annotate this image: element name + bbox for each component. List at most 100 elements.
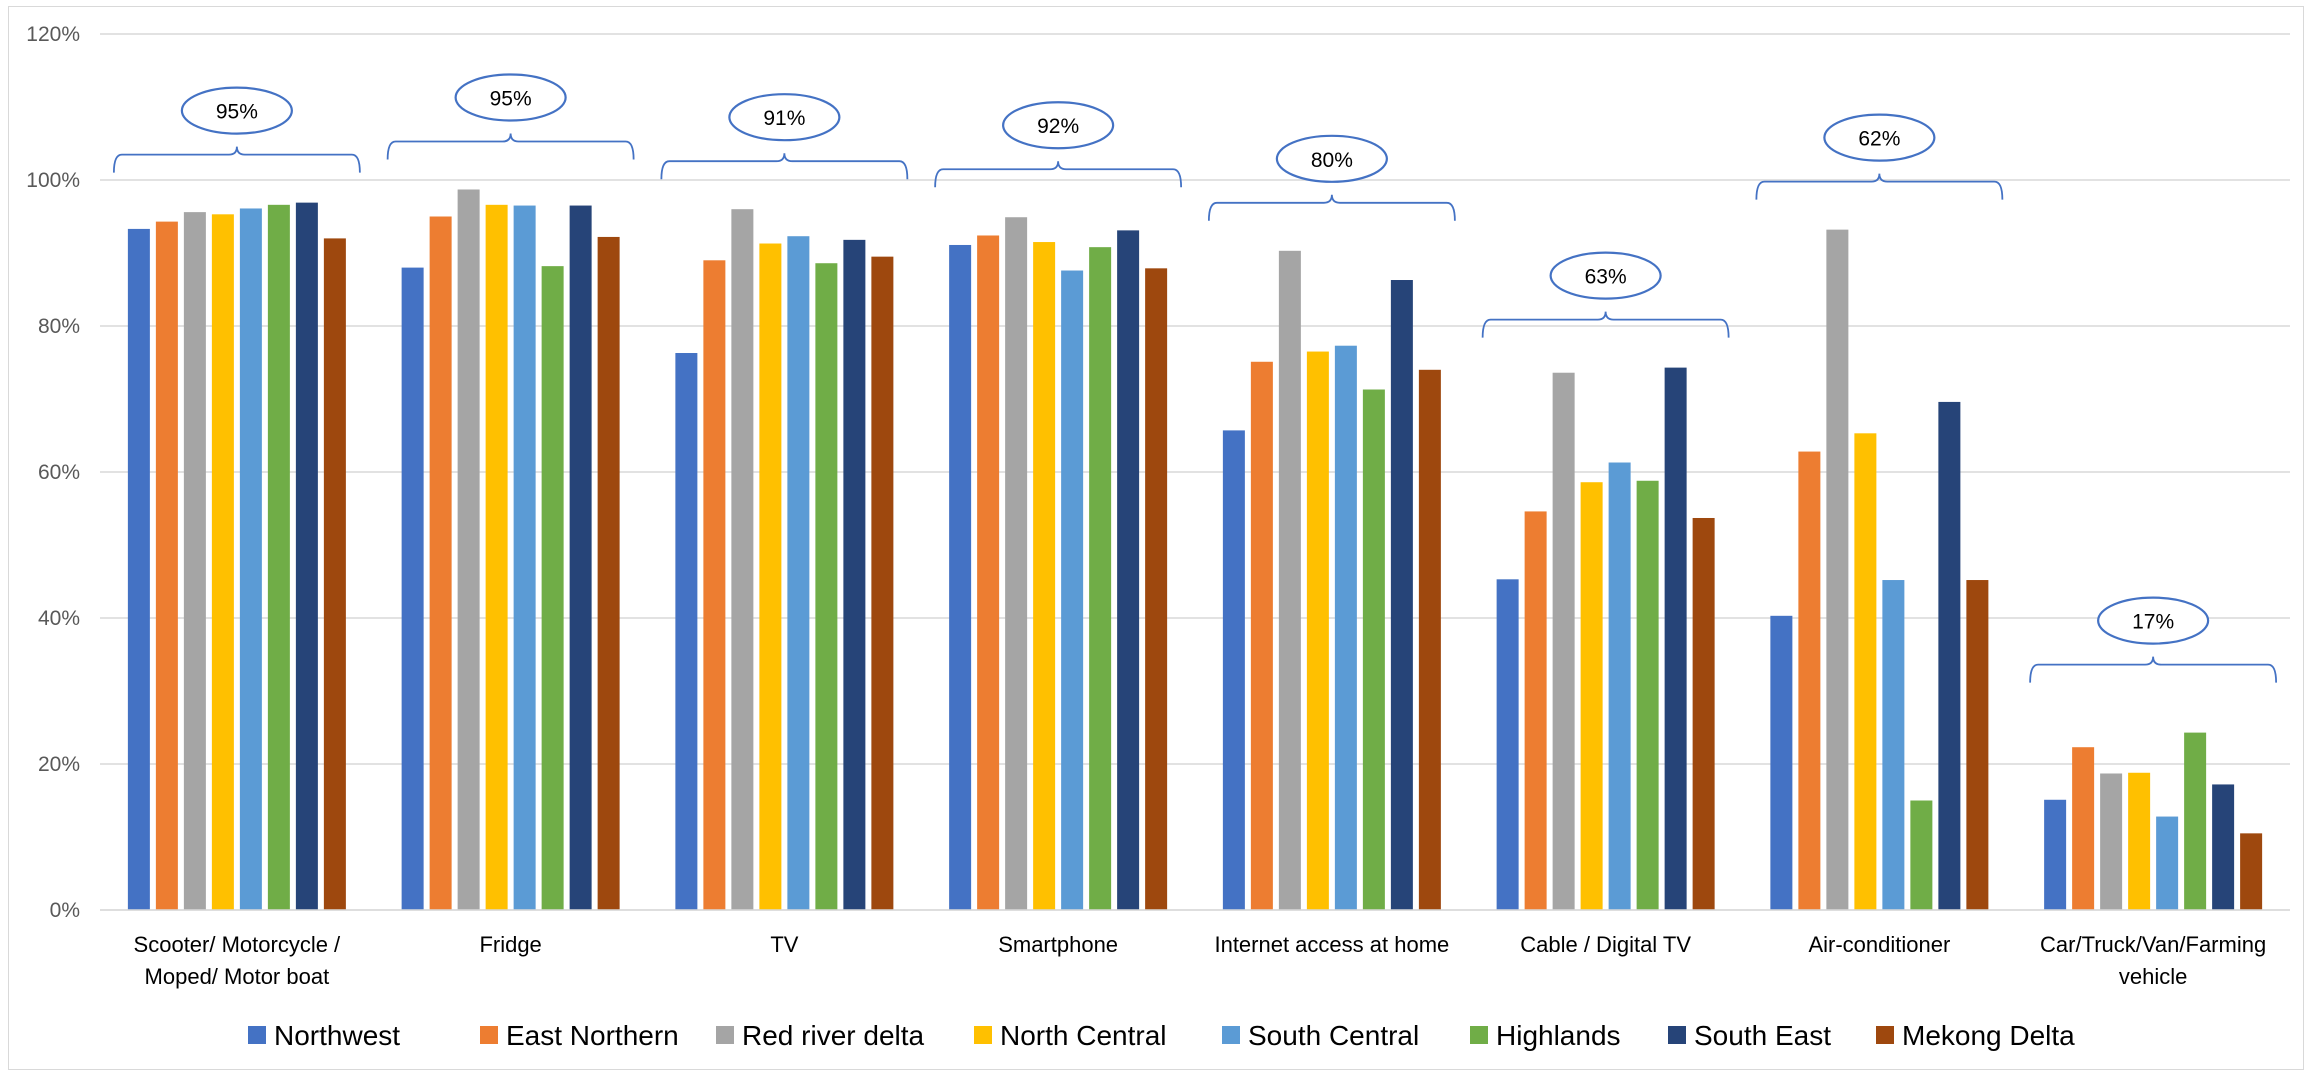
average-ellipse [454,73,567,122]
bar [1033,242,1056,911]
average-label: 91% [763,107,805,130]
bar [1061,270,1084,910]
bar [239,208,262,911]
bar [2044,799,2067,910]
bar [1798,451,1821,910]
group-bracket [1481,311,1730,338]
x-tick-label: Air-conditioner [1808,932,1950,957]
x-tick-label: Fridge [479,932,541,957]
bar [295,202,318,910]
bar [2184,732,2207,910]
bar [1145,268,1168,911]
average-ellipse [1275,134,1388,183]
bar [569,205,592,911]
bar [703,260,726,910]
y-tick-label: 40% [38,607,80,630]
y-tick-label: 60% [38,461,80,484]
bar [323,238,346,910]
bar [2156,816,2179,910]
average-label: 95% [490,87,532,110]
bar [1390,280,1413,910]
average-label: 17% [2132,611,2174,634]
x-tick-label: Car/Truck/Van/Farming vehicle [2040,932,2266,989]
bar [675,353,698,910]
group-bracket [660,153,909,180]
group-bracket [2029,656,2278,683]
bar [731,209,754,910]
bar [1524,511,1547,910]
bar [267,204,290,910]
legend-label: Northwest [274,1020,400,1051]
bar [815,263,838,911]
bar [513,205,536,911]
legend-swatch [480,1026,498,1044]
legend-swatch [1222,1026,1240,1044]
x-tick-label: TV [770,932,798,957]
bar [977,235,1000,911]
y-tick-label: 20% [38,753,80,776]
bar [2212,784,2235,910]
bar [759,243,782,910]
legend-label: Red river delta [742,1020,925,1051]
bar [541,266,564,910]
bar [1608,462,1631,910]
bar [2072,747,2095,910]
average-label: 92% [1037,115,1079,138]
legend-swatch [1668,1026,1686,1044]
group-bracket [1755,173,2004,200]
bar [1910,800,1933,910]
bar [1636,480,1659,910]
bar [429,216,452,910]
bar [401,267,424,911]
legend-swatch [974,1026,992,1044]
bar [1222,430,1245,910]
bar [2100,773,2123,910]
bar [787,236,810,910]
bar [1770,615,1793,910]
x-tick-label: Scooter/ Motorcycle / Moped/ Motor boat [134,932,342,989]
bar [2128,772,2151,910]
bar [1278,250,1301,910]
bar [1854,433,1877,910]
bar [871,256,894,910]
bar [843,239,866,911]
bar [1552,372,1575,911]
bar [1418,369,1441,910]
group-bracket [934,161,1183,188]
legend-label: South East [1694,1020,1831,1051]
bar [1306,351,1329,910]
average-ellipse [1549,251,1662,300]
bar [1250,361,1273,910]
y-tick-label: 0% [50,899,80,922]
legend-swatch [716,1026,734,1044]
bar [1496,579,1519,910]
legend-label: Highlands [1496,1020,1621,1051]
bar [597,236,620,910]
legend-label: East Northern [506,1020,679,1051]
average-ellipse [728,93,841,142]
bar [485,204,508,910]
average-label: 80% [1311,149,1353,172]
average-ellipse [1002,101,1115,150]
x-tick-label: Internet access at home [1214,932,1449,957]
legend-swatch [248,1026,266,1044]
bar [1005,217,1028,911]
x-tick-label: Cable / Digital TV [1520,932,1691,957]
y-tick-label: 120% [26,23,80,46]
legend-label: Mekong Delta [1902,1020,2075,1051]
bar [1089,247,1112,910]
bar [1580,482,1603,910]
bar [155,221,178,911]
legend-label: South Central [1248,1020,1419,1051]
y-tick-label: 100% [26,169,80,192]
bar [127,228,150,910]
bar [1826,229,1849,910]
bar [1117,230,1140,910]
bar [1664,367,1687,910]
bar [183,212,206,910]
bar [1362,389,1385,910]
average-ellipse [1823,113,1936,162]
bar [1882,580,1905,910]
bar [1692,517,1715,910]
x-tick-label: Smartphone [998,932,1118,957]
